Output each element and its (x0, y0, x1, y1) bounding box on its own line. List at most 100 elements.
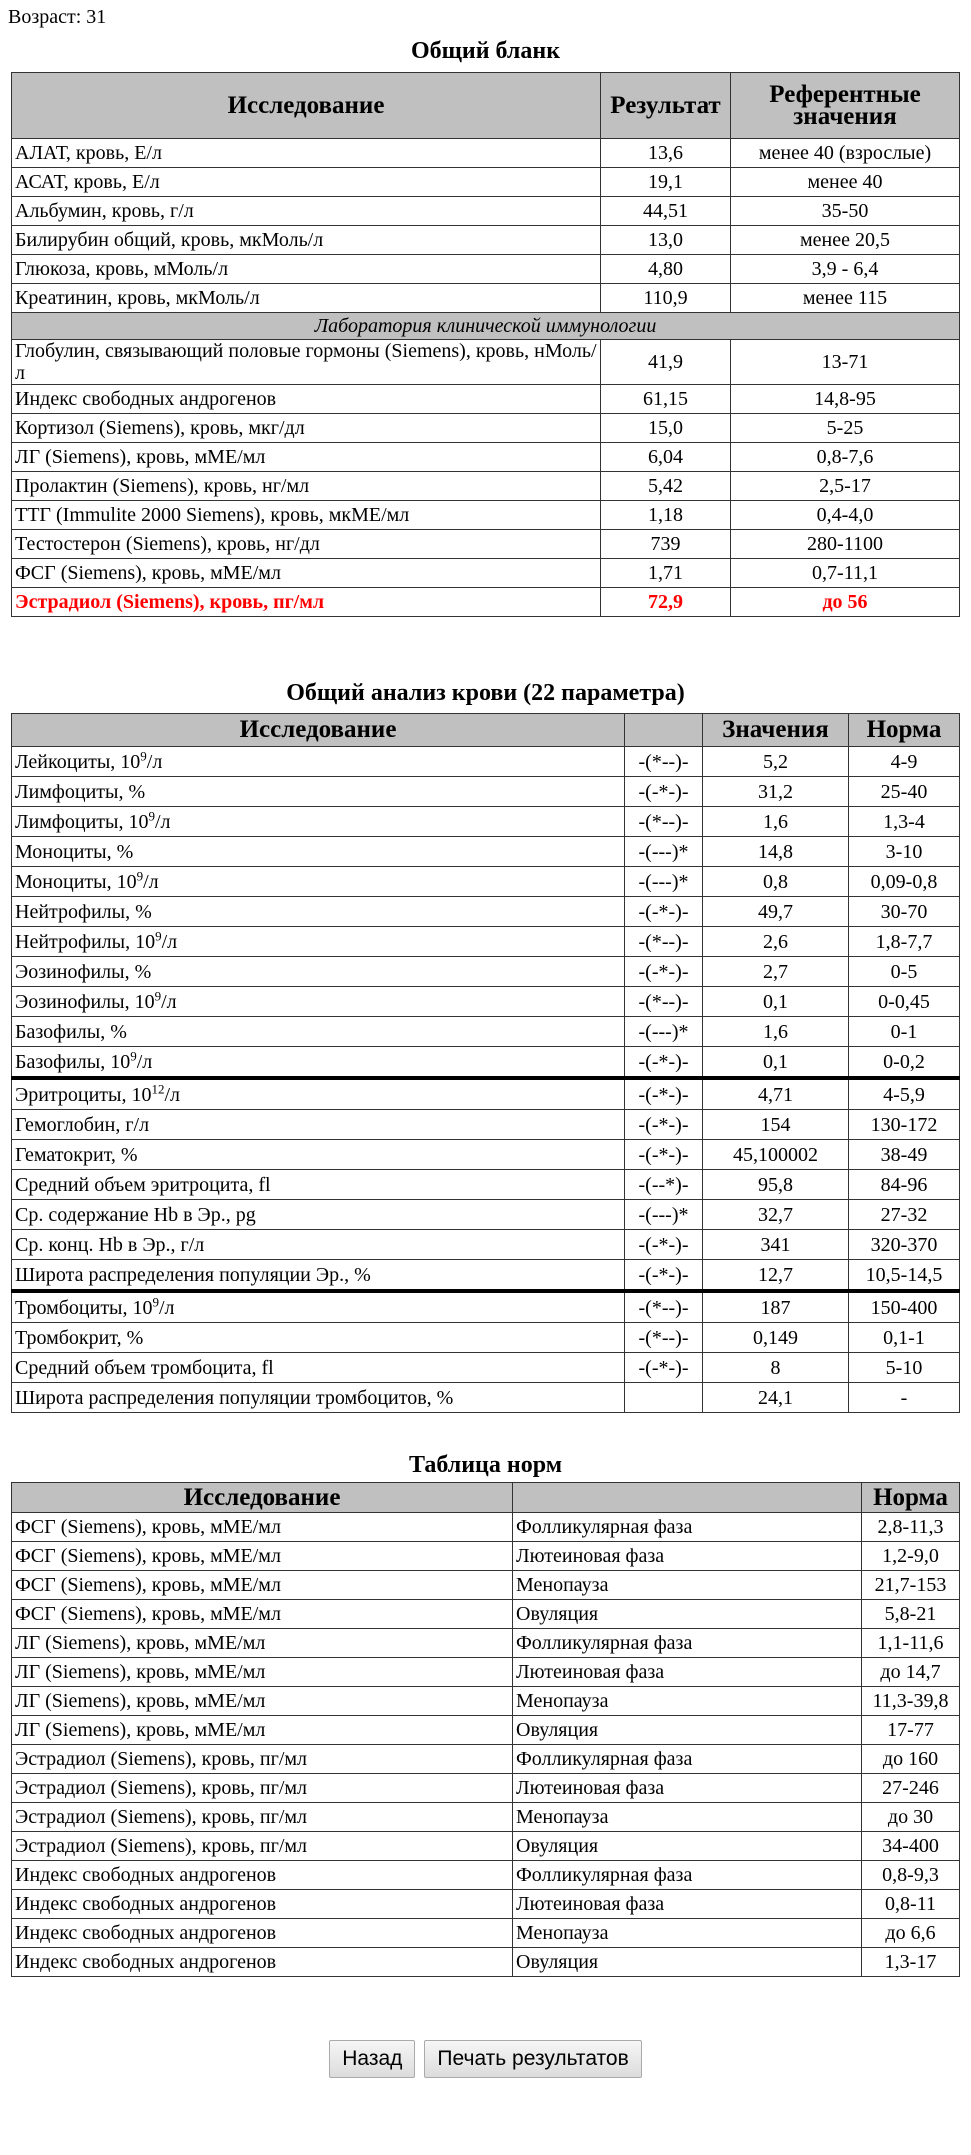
result-value: 12,7 (702, 1259, 849, 1292)
col-study: Исследование (11, 1482, 513, 1513)
study-name: Эстрадиол (Siemens), кровь, пг/мл (11, 1831, 513, 1861)
table-row: Эстрадиол (Siemens), кровь, пг/мл 72,9 до … (11, 587, 960, 617)
range-indicator: -(-*-)- (624, 1139, 703, 1170)
unit-exponent: 9 (130, 1047, 137, 1063)
result-value: 1,6 (702, 1016, 849, 1047)
norms-title: Таблица норм (408, 1452, 563, 1478)
table-row: Эстрадиол (Siemens), кровь, пг/мл Менопау… (11, 1802, 960, 1832)
range-indicator: -(*--)- (624, 926, 703, 957)
table-row: Тромбокрит, % -(*--)- 0,149 0,1-1 (11, 1322, 960, 1353)
norm-range: 27-32 (848, 1199, 960, 1230)
cbc-table: Исследование Значения Норма Лейкоциты, 1… (11, 713, 960, 1413)
study-name: ЛГ (Siemens), кровь, мМЕ/мл (11, 1715, 513, 1745)
study-label: Эритроциты, 10 (15, 1083, 152, 1106)
table-row: АЛАТ, кровь, Е/л 13,6 менее 40 (взрослые) (11, 138, 960, 168)
range-indicator: -(---)* (624, 1199, 703, 1230)
norm-range: до 30 (861, 1802, 960, 1832)
result-value: 8 (702, 1352, 849, 1383)
result-value: 0,1 (702, 986, 849, 1017)
study-label: Тромбоциты, 10 (15, 1296, 153, 1319)
table-row: Моноциты, % -(---)* 14,8 3-10 (11, 836, 960, 867)
table-row: Гематокрит, % -(-*-)- 45,100002 38-49 (11, 1139, 960, 1170)
unit-suffix: /л (154, 810, 171, 833)
study-label: Эозинофилы, 10 (15, 990, 155, 1013)
col-study: Исследование (11, 713, 625, 747)
reference-range: менее 115 (730, 283, 960, 313)
norm-range: 4-5,9 (848, 1076, 960, 1110)
unit-suffix: /л (136, 1050, 153, 1073)
result-value: 6,04 (600, 442, 731, 472)
reference-range: 35-50 (730, 196, 960, 226)
study-name: Эозинофилы, 109/л (11, 986, 625, 1017)
print-results-button[interactable]: Печать результатов (424, 2040, 642, 2078)
table-row: ЛГ (Siemens), кровь, мМЕ/мл 6,04 0,8-7,6 (11, 442, 960, 472)
result-value: 4,80 (600, 254, 731, 284)
study-label: Моноциты, 10 (15, 870, 137, 893)
reference-range: 3,9 - 6,4 (730, 254, 960, 284)
cycle-phase: Лютеиновая фаза (512, 1773, 862, 1803)
col-scale (624, 713, 703, 747)
result-value: 61,15 (600, 384, 731, 414)
reference-range: 0,8-7,6 (730, 442, 960, 472)
result-value: 15,0 (600, 413, 731, 443)
norm-range: 4-9 (848, 746, 960, 777)
norm-range: 0-0,45 (848, 986, 960, 1017)
study-name: Индекс свободных андрогенов (11, 1918, 513, 1948)
table-row: Тестостерон (Siemens), кровь, нг/дл 739 28… (11, 529, 960, 559)
result-value: 13,6 (600, 138, 731, 168)
norm-range: 2,8-11,3 (861, 1512, 960, 1542)
unit-exponent: 9 (148, 807, 155, 823)
norm-range: 30-70 (848, 896, 960, 927)
study-label: Лейкоциты, 10 (15, 750, 141, 773)
table-row: Широта распределения популяции Эр., % -(-… (11, 1259, 960, 1292)
norm-range: 0,09-0,8 (848, 866, 960, 897)
study-label: Тромбокрит, % (15, 1326, 144, 1349)
range-indicator: -(-*-)- (624, 1352, 703, 1383)
norm-range: 1,3-4 (848, 806, 960, 837)
unit-suffix: /л (161, 930, 178, 953)
reference-range: 0,7-11,1 (730, 558, 960, 588)
cycle-phase: Менопауза (512, 1918, 862, 1948)
range-indicator: -(*--)- (624, 1322, 703, 1353)
study-name: Кортизол (Siemens), кровь, мкг/дл (11, 413, 601, 443)
table-row: Эстрадиол (Siemens), кровь, пг/мл Лютеино… (11, 1773, 960, 1803)
norm-range: 25-40 (848, 776, 960, 807)
range-indicator: -(-*-)- (624, 1259, 703, 1292)
result-value: 49,7 (702, 896, 849, 927)
result-value: 187 (702, 1289, 849, 1323)
study-name: АСАТ, кровь, Е/л (11, 167, 601, 197)
table-row: ФСГ (Siemens), кровь, мМЕ/мл Фолликулярна… (11, 1512, 960, 1542)
norm-range: 5-10 (848, 1352, 960, 1383)
table-row: Глобулин, связывающий половые гормоны (S… (11, 339, 960, 385)
result-value: 0,8 (702, 866, 849, 897)
reference-range: менее 40 (730, 167, 960, 197)
study-name: Ср. содержание Hb в Эр., pg (11, 1199, 625, 1230)
table-row: ФСГ (Siemens), кровь, мМЕ/мл Лютеиновая ф… (11, 1541, 960, 1571)
table-row: Индекс свободных андрогенов Фолликулярная… (11, 1860, 960, 1890)
back-button[interactable]: Назад (329, 2040, 416, 2078)
table-row: Эритроциты, 1012/л -(-*-)- 4,71 4-5,9 (11, 1076, 960, 1110)
study-label: Широта распределения популяции тромбоцит… (15, 1386, 454, 1409)
col-study: Исследование (11, 72, 601, 139)
study-name: АЛАТ, кровь, Е/л (11, 138, 601, 168)
table-row: Ср. содержание Hb в Эр., pg -(---)* 32,7 27… (11, 1199, 960, 1230)
range-indicator: -(-*-)- (624, 1229, 703, 1260)
table-row: Эозинофилы, 109/л -(*--)- 0,1 0-0,45 (11, 986, 960, 1017)
unit-suffix: /л (146, 750, 163, 773)
cycle-phase: Лютеиновая фаза (512, 1657, 862, 1687)
norm-range: 5,8-21 (861, 1599, 960, 1629)
study-name: Эстрадиол (Siemens), кровь, пг/мл (11, 587, 601, 617)
study-name: ФСГ (Siemens), кровь, мМЕ/мл (11, 1541, 513, 1571)
table-row: ТТГ (Immulite 2000 Siemens), кровь, мкМЕ… (11, 500, 960, 530)
norm-range: 84-96 (848, 1169, 960, 1200)
study-name: Средний объем тромбоцита, fl (11, 1352, 625, 1383)
norm-range: 1,2-9,0 (861, 1541, 960, 1571)
norm-range: 27-246 (861, 1773, 960, 1803)
result-value: 41,9 (600, 339, 731, 385)
study-name: Тромбоциты, 109/л (11, 1289, 625, 1323)
study-name: Пролактин (Siemens), кровь, нг/мл (11, 471, 601, 501)
norms-table: Исследование Норма ФСГ (Siemens), кровь,… (11, 1482, 960, 1977)
cbc-title: Общий анализ крови (22 параметра) (286, 680, 685, 706)
result-value: 1,71 (600, 558, 731, 588)
study-name: Индекс свободных андрогенов (11, 384, 601, 414)
